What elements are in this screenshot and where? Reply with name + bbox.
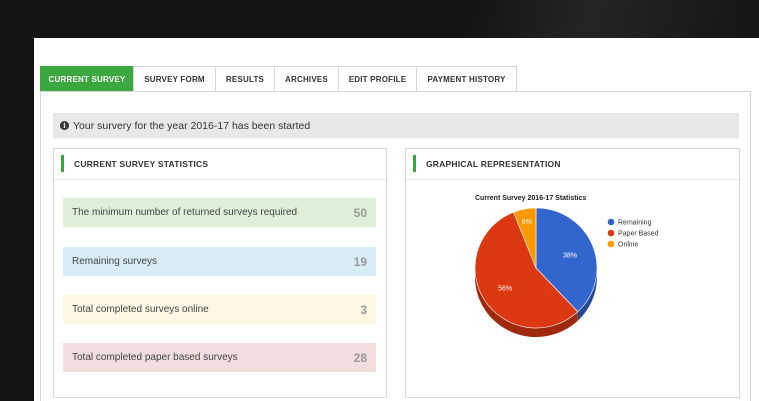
tab-content: i Your survery for the year 2016-17 has … xyxy=(40,91,751,401)
pie-slice-label-0: 38% xyxy=(563,253,577,260)
bezel-reflection xyxy=(470,0,759,40)
stat-label: Remaining surveys xyxy=(72,256,158,267)
survey-status-alert: i Your survery for the year 2016-17 has … xyxy=(53,113,739,138)
pie-slice-2[interactable] xyxy=(513,207,537,269)
stat-label: Total completed paper based surveys xyxy=(72,352,238,363)
tab-payment-history[interactable]: PAYMENT HISTORY xyxy=(416,66,517,91)
pie-slice-1[interactable] xyxy=(474,211,579,329)
tab-survey-form[interactable]: SURVEY FORM xyxy=(133,66,216,91)
tab-bar: CURRENT SURVEY SURVEY FORM RESULTS ARCHI… xyxy=(40,66,517,91)
stat-remaining: Remaining surveys 19 xyxy=(63,247,376,276)
alert-text: Your survery for the year 2016-17 has be… xyxy=(73,119,311,132)
tab-edit-profile[interactable]: EDIT PROFILE xyxy=(338,66,417,91)
stats-panel-title: CURRENT SURVEY STATISTICS xyxy=(61,155,208,172)
pie-slice-label-1: 56% xyxy=(498,285,512,292)
graph-panel: GRAPHICAL REPRESENTATION Current Survey … xyxy=(405,148,740,398)
legend-label-2: Online xyxy=(618,242,638,249)
pie-chart: Current Survey 2016-17 Statistics 38% 56%… xyxy=(474,195,659,337)
stat-label: Total completed surveys online xyxy=(72,304,209,315)
info-circle-icon: i xyxy=(60,121,69,130)
stats-panel: CURRENT SURVEY STATISTICS The minimum nu… xyxy=(53,148,387,398)
pie-slice-side-0 xyxy=(577,268,597,321)
tab-current-survey[interactable]: CURRENT SURVEY xyxy=(40,66,134,91)
stat-completed-paper: Total completed paper based surveys 28 xyxy=(63,343,376,372)
pie-slice-label-2: 6% xyxy=(522,219,532,226)
stat-value: 28 xyxy=(353,350,367,365)
stat-min-returned: The minimum number of returned surveys r… xyxy=(63,198,376,227)
divider xyxy=(54,179,386,180)
divider xyxy=(406,179,739,180)
stat-value: 50 xyxy=(353,205,367,220)
stat-label: The minimum number of returned surveys r… xyxy=(72,207,298,218)
graph-panel-title: GRAPHICAL REPRESENTATION xyxy=(413,155,561,172)
stat-completed-online: Total completed surveys online 3 xyxy=(63,295,376,324)
legend-marker-0 xyxy=(607,218,615,226)
stat-value: 19 xyxy=(353,254,367,269)
pie-slice-side-1 xyxy=(475,268,578,337)
tab-results[interactable]: RESULTS xyxy=(215,66,275,91)
pie-slice-0[interactable] xyxy=(535,207,598,313)
legend-label-1: Paper Based xyxy=(618,231,659,238)
legend-label-0: Remaining xyxy=(618,220,652,227)
legend-marker-1 xyxy=(607,229,615,237)
chart-title: Current Survey 2016-17 Statistics xyxy=(475,195,586,202)
screen: CURRENT SURVEY SURVEY FORM RESULTS ARCHI… xyxy=(34,38,759,401)
stat-value: 3 xyxy=(360,302,367,317)
tab-archives[interactable]: ARCHIVES xyxy=(274,66,339,91)
legend-marker-2 xyxy=(607,240,615,248)
